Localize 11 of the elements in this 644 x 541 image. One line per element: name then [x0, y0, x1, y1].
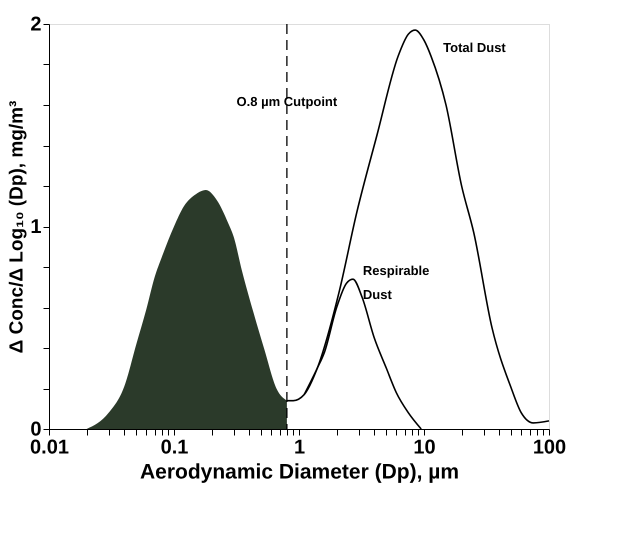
x-tick-label: 1	[294, 436, 306, 458]
series-label: Total Dust	[443, 40, 506, 56]
x-tick-label: 10	[413, 436, 436, 458]
x-axis-title: Aerodynamic Diameter (Dp), µm	[140, 460, 460, 484]
ref-line-label: O.8 µm Cutpoint	[236, 94, 338, 109]
y-tick-label: 2	[30, 14, 42, 36]
x-tick-label: 100	[532, 436, 566, 458]
x-tick-label: 0.1	[160, 436, 188, 458]
series-label: Respirable Dust	[362, 263, 430, 302]
y-axis-title: Δ Conc/Δ Log₁₀ (Dp), mg/m³	[6, 100, 28, 354]
y-tick-label: 1	[30, 216, 42, 238]
